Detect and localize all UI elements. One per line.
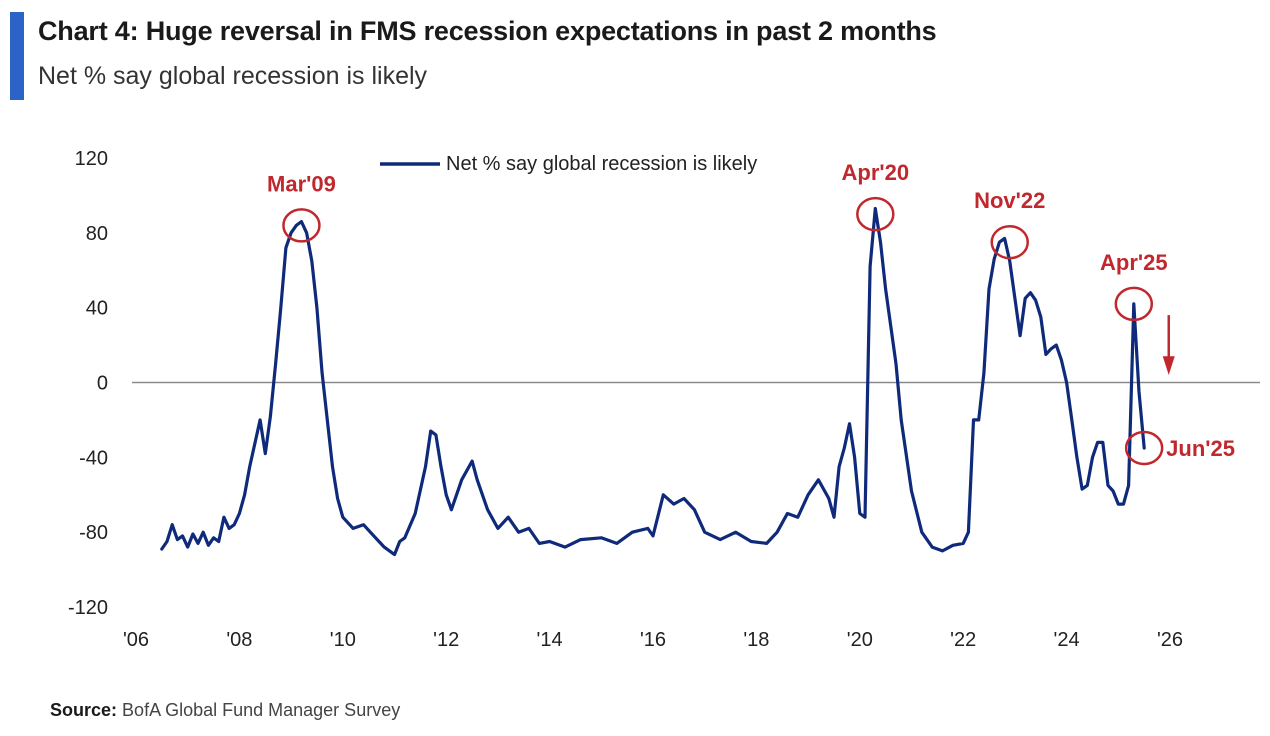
x-tick-label: '18 xyxy=(743,629,769,651)
decline-arrow-head xyxy=(1162,356,1175,376)
series-line xyxy=(160,206,1146,557)
y-tick-label: 80 xyxy=(86,223,108,245)
line-chart: 120 80 40 0 -40 -80 -120 '06 '08 '10 '12 '14 '16 '18… xyxy=(68,148,1260,651)
x-tick-label: '22 xyxy=(950,629,976,651)
legend-label: Net % say global recession is likely xyxy=(446,153,757,175)
x-tick-label: '12 xyxy=(433,629,459,651)
x-tick-label: '10 xyxy=(330,629,356,651)
x-tick-label: '26 xyxy=(1157,629,1183,651)
peak-annotations: Mar'09 Apr'20 Nov'22 Apr'25 Jun'25 xyxy=(267,160,1235,466)
x-tick-label: '16 xyxy=(640,629,666,651)
y-tick-label: 0 xyxy=(97,373,108,395)
annotation-circle xyxy=(282,208,321,243)
annotation-circle xyxy=(856,196,895,232)
legend: Net % say global recession is likely xyxy=(380,153,757,175)
annotation-label: Jun'25 xyxy=(1166,436,1235,461)
annotation-circle xyxy=(990,224,1029,260)
y-axis-ticks: 120 80 40 0 -40 -80 -120 xyxy=(68,148,108,619)
x-tick-label: '06 xyxy=(123,629,149,651)
annotation-label: Nov'22 xyxy=(974,188,1045,213)
x-tick-label: '14 xyxy=(537,629,563,651)
annotation-circle xyxy=(1114,286,1154,322)
annotation-label: Apr'20 xyxy=(842,160,910,185)
y-tick-label: 120 xyxy=(75,148,108,170)
source-note: Source: BofA Global Fund Manager Survey xyxy=(50,700,400,721)
annotation-circle xyxy=(1124,430,1164,466)
title-accent-bar xyxy=(10,12,24,100)
x-tick-label: '08 xyxy=(226,629,252,651)
x-axis-ticks: '06 '08 '10 '12 '14 '16 '18 '20 '22 '24 '26 xyxy=(123,629,1183,651)
annotation-label: Apr'25 xyxy=(1100,250,1168,275)
y-tick-label: 40 xyxy=(86,298,108,320)
y-tick-label: -80 xyxy=(79,522,108,544)
y-tick-label: -40 xyxy=(79,447,108,469)
y-tick-label: -120 xyxy=(68,597,108,619)
chart-title: Chart 4: Huge reversal in FMS recession … xyxy=(38,16,937,46)
x-tick-label: '24 xyxy=(1054,629,1080,651)
source-text: BofA Global Fund Manager Survey xyxy=(122,700,401,720)
chart-subtitle: Net % say global recession is likely xyxy=(38,62,428,90)
x-tick-label: '20 xyxy=(847,629,873,651)
annotation-label: Mar'09 xyxy=(267,171,336,196)
source-label: Source: xyxy=(50,700,118,720)
